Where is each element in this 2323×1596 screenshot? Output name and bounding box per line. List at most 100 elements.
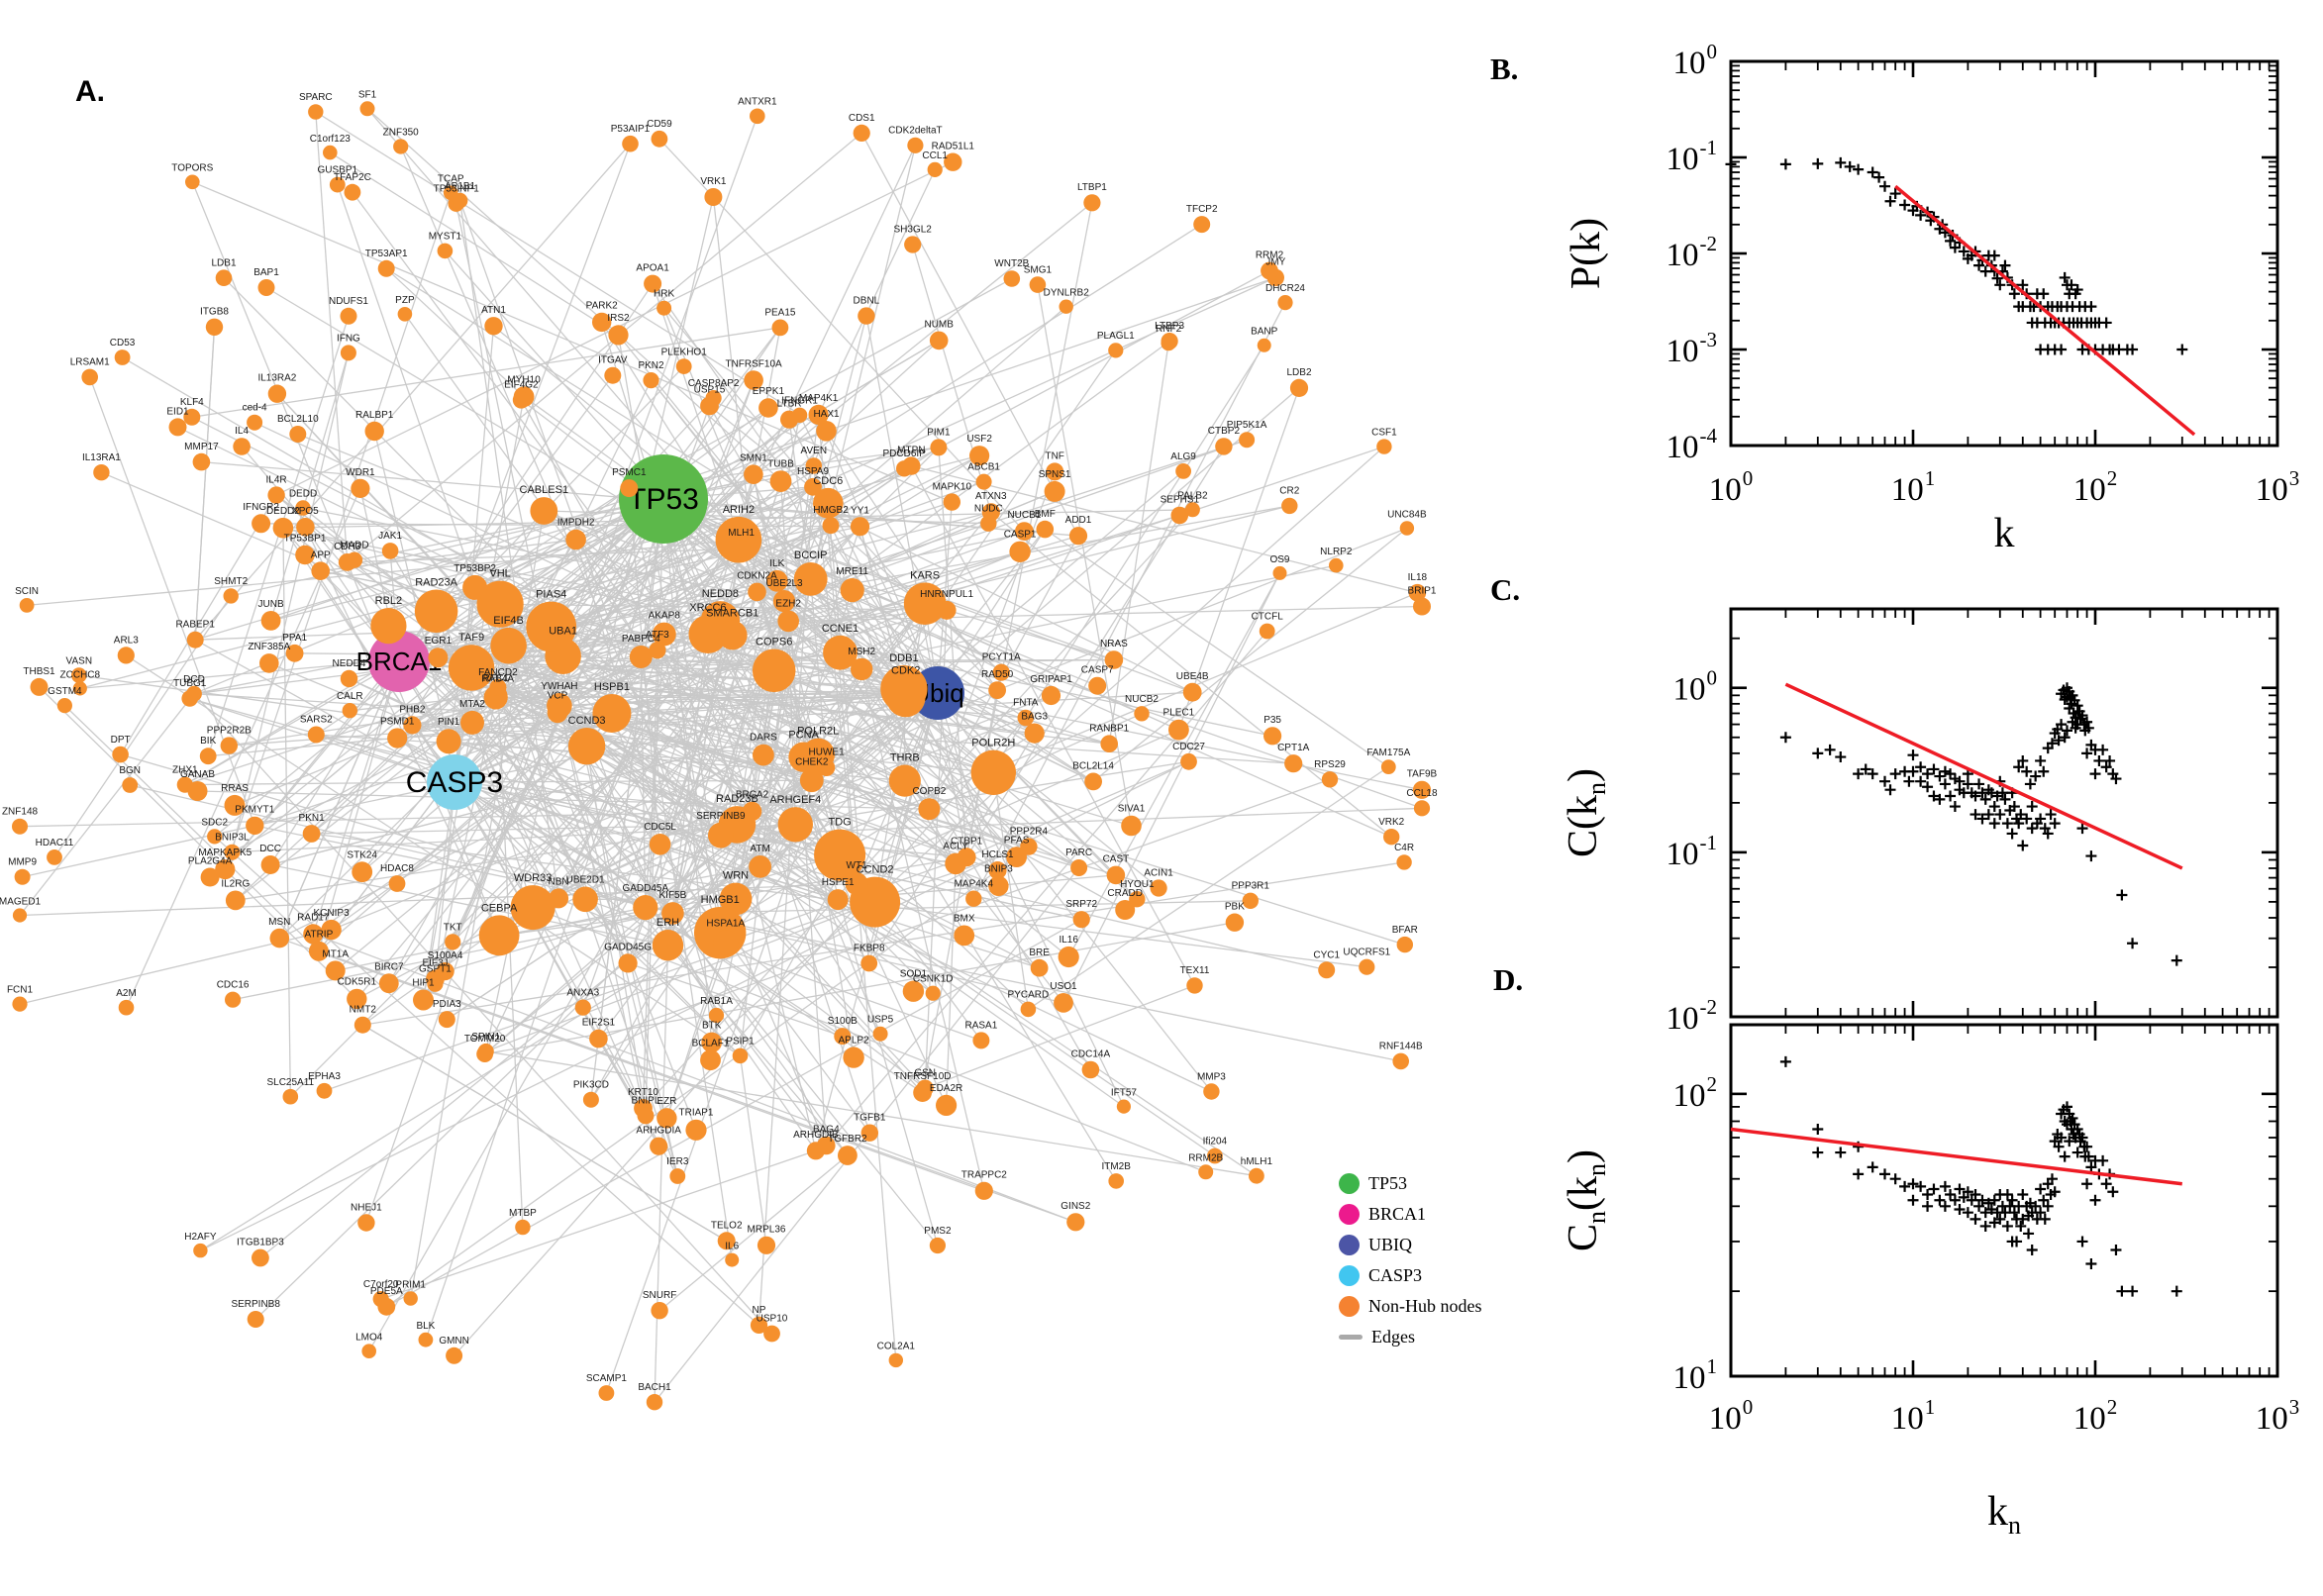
network-node-label: ABCB1 xyxy=(967,462,1000,473)
data-point-marker xyxy=(1915,761,1927,773)
data-point-marker xyxy=(1899,199,1911,211)
network-node-label: HMGB1 xyxy=(701,894,740,906)
network-node-label: SPARC xyxy=(299,92,333,103)
data-point-marker xyxy=(2116,1285,2128,1297)
tick-label: 103 xyxy=(2256,466,2300,508)
network-node xyxy=(307,726,325,744)
axis-label: k xyxy=(1994,511,2015,556)
data-point-marker xyxy=(2093,754,2105,766)
data-point-marker xyxy=(1973,778,1985,790)
network-node-label: VASN xyxy=(66,655,93,666)
data-point-marker xyxy=(2062,725,2072,737)
network-node xyxy=(853,124,870,142)
network-node-label: BFAR xyxy=(1392,925,1418,936)
network-node xyxy=(913,1083,932,1102)
network-node xyxy=(377,259,395,277)
network-node xyxy=(1003,270,1021,287)
data-point-marker xyxy=(1945,235,1957,247)
hub-label-brca1: BRCA1 xyxy=(356,647,443,676)
network-node-label: WDR33 xyxy=(514,872,553,884)
data-point-marker xyxy=(1812,1147,1824,1158)
network-node xyxy=(282,1088,299,1105)
data-point-marker xyxy=(1988,1217,2000,1229)
network-node xyxy=(749,855,771,878)
data-point-marker xyxy=(1907,765,1919,777)
network-node-label: APP xyxy=(311,549,331,560)
network-node xyxy=(56,698,72,714)
legend-label: Non-Hub nodes xyxy=(1368,1296,1482,1316)
network-node xyxy=(604,366,622,384)
network-node xyxy=(732,540,751,558)
network-node-label: PHB2 xyxy=(399,704,426,715)
network-node-label: CCL18 xyxy=(1406,788,1438,799)
network-node xyxy=(1289,378,1309,397)
network-node xyxy=(117,647,135,664)
network-node xyxy=(19,598,35,613)
tick-label: 10-3 xyxy=(1666,328,1718,369)
data-point-marker xyxy=(2046,1173,2058,1185)
network-node-label: EZR xyxy=(656,1096,676,1107)
network-node xyxy=(12,818,28,835)
network-node-label: PKMYT1 xyxy=(235,805,274,816)
network-node-label: ATN1 xyxy=(481,305,506,316)
data-point-marker xyxy=(2008,1207,2020,1219)
network-node xyxy=(448,645,495,691)
network-node-label: C7orf20 xyxy=(363,1279,399,1290)
data-point-marker xyxy=(1824,744,1836,755)
network-node xyxy=(220,737,238,754)
network-node-label: OS9 xyxy=(1269,554,1289,565)
data-point-marker xyxy=(2049,1186,2061,1198)
network-node-label: SLC25A11 xyxy=(266,1077,314,1088)
network-node-label: EIF3J xyxy=(422,958,448,969)
network-node xyxy=(1193,216,1211,234)
network-node-label: AKAP8 xyxy=(649,611,681,622)
network-node-label: CCND2 xyxy=(857,864,894,876)
network-node-label: PPP2R4 xyxy=(1010,826,1049,837)
network-node xyxy=(715,516,762,563)
network-node-label: LTBP1 xyxy=(1077,182,1107,193)
network-node xyxy=(490,627,527,664)
network-node xyxy=(656,1108,677,1129)
network-legend: TP53 BRCA1 UBIQ CASP3 Non-Hub nodes Edges xyxy=(1339,1171,1482,1348)
network-node-label: EGR1 xyxy=(425,636,453,647)
network-node xyxy=(185,174,200,190)
network-node-label: PPP2R2B xyxy=(207,725,252,736)
network-node-label: YWHAH xyxy=(541,681,577,692)
legend-item-casp3: CASP3 xyxy=(1339,1263,1482,1287)
data-point-marker xyxy=(1884,784,1896,796)
network-node-label: C4R xyxy=(1394,843,1414,853)
data-point-marker xyxy=(1779,1055,1791,1067)
network-node xyxy=(777,610,799,633)
network-node-label: LTBR xyxy=(777,399,802,410)
network-node xyxy=(311,561,331,580)
network-node xyxy=(393,139,409,154)
network-node xyxy=(925,985,941,1001)
network-node xyxy=(1225,913,1245,932)
network-node xyxy=(381,543,399,559)
data-point-marker xyxy=(2053,1141,2065,1152)
network-node-label: HAX1 xyxy=(813,409,840,420)
network-node-label: COL2A1 xyxy=(877,1342,916,1352)
network-node xyxy=(93,464,110,481)
data-point-marker xyxy=(2059,271,2070,283)
network-node xyxy=(225,890,246,911)
network-node-label: GUSBP1 xyxy=(318,165,358,176)
network-node-label: DCD xyxy=(183,674,205,685)
data-point-marker xyxy=(2008,288,2020,300)
network-node-label: BRE xyxy=(1029,948,1050,958)
network-node xyxy=(1284,754,1303,773)
network-node-label: EDA2R xyxy=(930,1083,962,1094)
network-node-label: CDH3 xyxy=(334,542,361,552)
network-node-label: MLH1 xyxy=(728,528,755,539)
data-point-marker xyxy=(2085,301,2097,313)
tick-label: 100 xyxy=(1709,466,1754,508)
network-node xyxy=(512,391,531,409)
network-node xyxy=(845,872,868,896)
tick-label: 10-1 xyxy=(1666,136,1718,177)
network-node xyxy=(272,517,294,539)
network-node-label: CR2 xyxy=(1279,486,1299,497)
network-node xyxy=(1359,958,1375,975)
network-node xyxy=(843,1047,864,1068)
network-node-label: TNF xyxy=(1045,450,1063,461)
network-node xyxy=(608,325,629,346)
